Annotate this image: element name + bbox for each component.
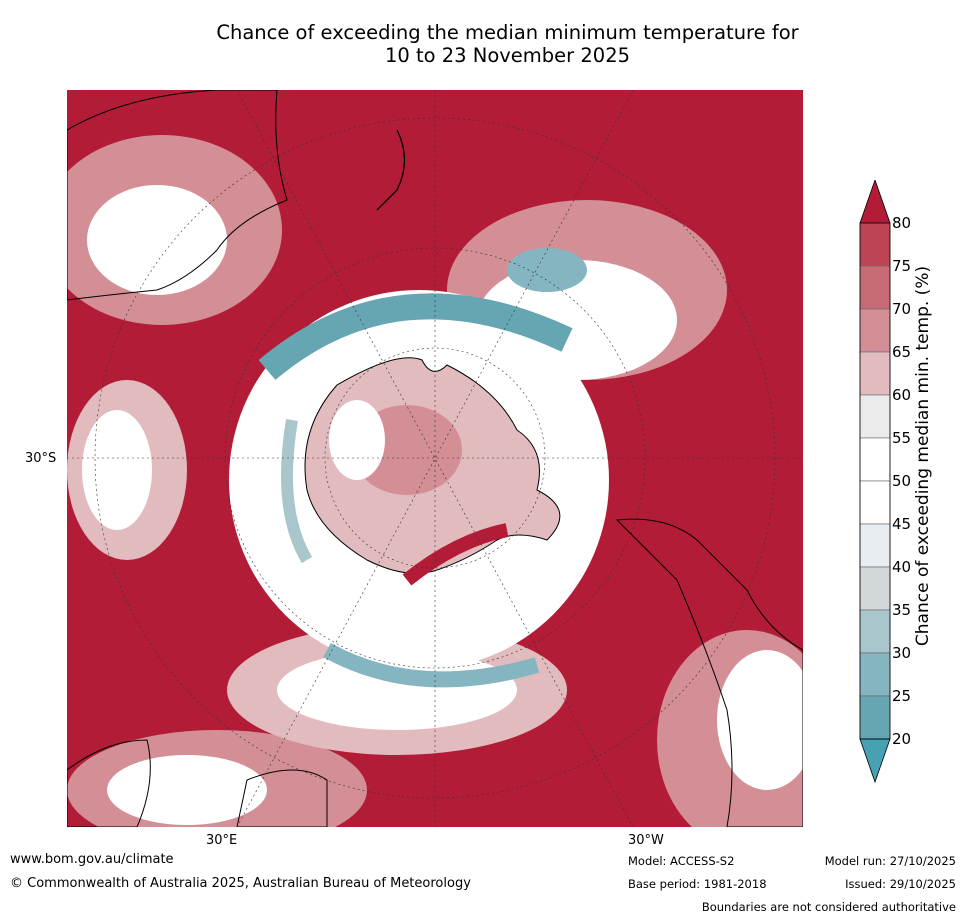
colorbar-band-35-40 <box>859 566 891 611</box>
colorbar-tick-40: 40 <box>892 558 912 576</box>
colorbar-tick-75: 75 <box>892 257 912 275</box>
colorbar-tick-80: 80 <box>892 214 912 232</box>
region-indian-ocean-white <box>82 410 152 530</box>
latitude-circle-inner <box>324 347 546 569</box>
new-zealand-outline <box>376 129 406 211</box>
lon-label-30w: 30°W <box>628 833 664 848</box>
antarctica-coastal-warm-band <box>402 523 509 586</box>
colorbar-band-65-70 <box>859 308 891 353</box>
south-america-outline <box>615 518 803 827</box>
colorbar-extend-low <box>859 738 891 784</box>
australia-south-outline <box>236 769 328 827</box>
region-africa-south-white <box>87 185 227 295</box>
region-australia-white <box>107 755 267 825</box>
colorbar-band-60-65 <box>859 351 891 396</box>
footer-copyright: © Commonwealth of Australia 2025, Austra… <box>10 876 471 891</box>
footer-model-run: Model run: 27/10/2025 <box>824 854 956 868</box>
colorbar-outline <box>859 222 891 740</box>
latitude-circle-middle <box>224 247 646 669</box>
colorbar-band-40-45 <box>859 523 891 568</box>
colorbar-label: Chance of exceeding median min. temp. (%… <box>913 265 933 647</box>
colorbar-tick-25: 25 <box>892 687 912 705</box>
colorbar-tick-35: 35 <box>892 601 912 619</box>
colorbar-band-70-75 <box>859 265 891 310</box>
colorbar-tick-60: 60 <box>892 386 912 404</box>
region-pacific-cool-patch <box>507 248 587 292</box>
footer-website: www.bom.gov.au/climate <box>10 852 174 867</box>
colorbar-band-75-80 <box>859 222 891 267</box>
colorbar <box>859 180 891 784</box>
antarctic-cool-ring-south <box>323 642 540 688</box>
antarctic-cool-ring-west <box>281 419 313 564</box>
colorbar-tick-70: 70 <box>892 300 912 318</box>
colorbar-band-55-60 <box>859 394 891 439</box>
antarctica-neutral-west <box>329 400 385 480</box>
africa-outline <box>67 90 288 301</box>
chart-title: Chance of exceeding the median minimum t… <box>60 21 955 67</box>
lon-label-30e: 30°E <box>206 833 238 848</box>
probability-map <box>67 90 803 827</box>
footer-disclaimer: Boundaries are not considered authoritat… <box>701 900 956 914</box>
footer-model: Model: ACCESS-S2 <box>628 854 735 868</box>
colorbar-band-30-35 <box>859 609 891 654</box>
colorbar-band-20-25 <box>859 695 891 740</box>
colorbar-band-45-50 <box>859 480 891 525</box>
colorbar-tick-20: 20 <box>892 730 912 748</box>
region-southern-ocean-white <box>277 650 517 730</box>
footer-base-period: Base period: 1981-2018 <box>628 877 767 891</box>
region-south-america-white <box>717 650 803 790</box>
australia-west-outline <box>67 739 151 827</box>
footer-issued: Issued: 29/10/2025 <box>845 877 956 891</box>
colorbar-band-50-55 <box>859 437 891 482</box>
lat-label-30s: 30°S <box>25 451 57 466</box>
colorbar-tick-45: 45 <box>892 515 912 533</box>
antarctic-cool-ring-north <box>258 293 573 380</box>
title-line-2: 10 to 23 November 2025 <box>384 44 631 67</box>
colorbar-tick-55: 55 <box>892 429 912 447</box>
colorbar-tick-65: 65 <box>892 343 912 361</box>
colorbar-extend-high <box>859 180 891 224</box>
latitude-circle-30s <box>94 117 776 799</box>
colorbar-band-25-30 <box>859 652 891 697</box>
colorbar-tick-50: 50 <box>892 472 912 490</box>
title-line-1: Chance of exceeding the median minimum t… <box>216 21 799 44</box>
colorbar-tick-30: 30 <box>892 644 912 662</box>
